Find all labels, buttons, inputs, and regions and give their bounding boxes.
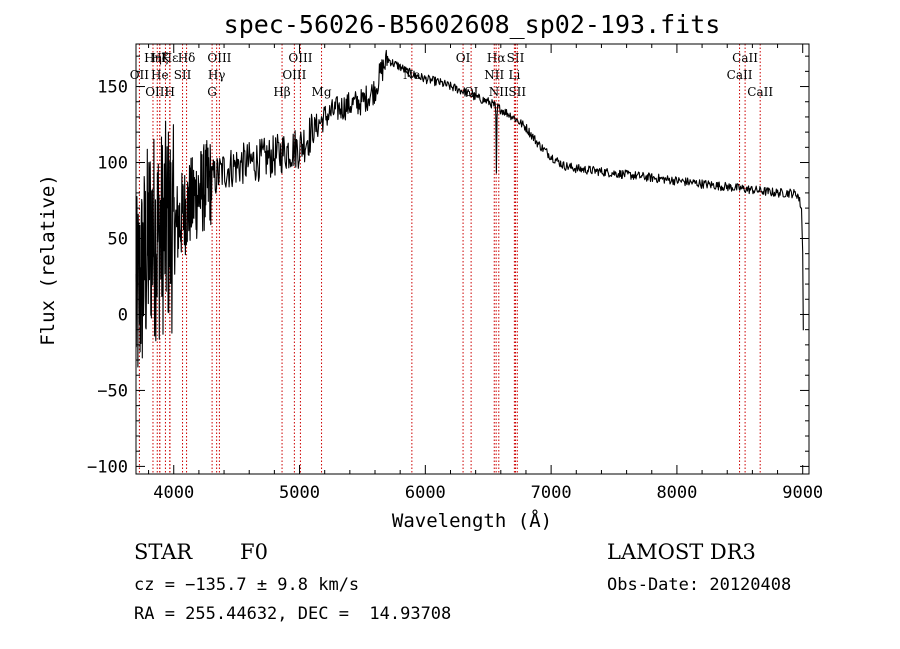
line-marker-label: Hβ — [273, 85, 290, 99]
line-marker-label: OIII — [145, 85, 169, 99]
line-marker-label: K — [161, 51, 171, 65]
line-marker-label: Hγ — [208, 68, 226, 82]
survey-name: LAMOST DR3 — [607, 540, 756, 564]
x-tick-label: 5000 — [279, 483, 320, 503]
sky-coordinates: RA = 255.44632, DEC = 14.93708 — [134, 604, 452, 624]
x-tick-label: 7000 — [531, 483, 572, 503]
line-marker-label: NII — [489, 85, 509, 99]
line-marker-label: OI — [456, 51, 471, 65]
line-marker-label: SII — [508, 85, 526, 99]
line-marker-label: Mg — [312, 85, 332, 99]
y-tick-label: 150 — [97, 78, 128, 98]
line-marker-label: Li — [508, 68, 520, 82]
line-marker-label: OIII — [288, 51, 312, 65]
line-marker-label: Hδ — [178, 51, 196, 65]
line-marker-label: SII — [507, 51, 525, 65]
chart-title: spec-56026-B5602608_sp02-193.fits — [224, 10, 721, 39]
y-tick-label: 100 — [97, 154, 128, 174]
x-tick-label: 9000 — [782, 483, 823, 503]
plot-frame — [135, 43, 810, 475]
line-marker-label: SII — [174, 68, 192, 82]
y-tick-label: −100 — [87, 457, 128, 477]
y-axis-label: Flux (relative) — [37, 174, 59, 346]
axis-ticks: 4000 5000 6000 7000 8000 9000 −100 −50 0 50 100 150 — [87, 44, 823, 503]
line-marker-label: CaII — [727, 68, 753, 82]
spectrum-line — [135, 49, 804, 368]
y-tick-label: 0 — [118, 305, 128, 325]
line-marker-label: He — [151, 68, 169, 82]
line-marker-label: NII — [484, 68, 504, 82]
x-axis-label: Wavelength (Å) — [392, 509, 552, 532]
line-marker-label: G — [207, 85, 217, 99]
x-tick-label: 6000 — [405, 483, 446, 503]
line-marker-label: OII — [130, 68, 150, 82]
line-marker-label: CaII — [732, 51, 758, 65]
line-marker-label: OIII — [282, 68, 306, 82]
y-tick-label: 50 — [108, 229, 128, 249]
observation-date: Obs-Date: 20120408 — [607, 575, 792, 595]
line-marker-label: Hα — [487, 51, 506, 65]
x-tick-label: 4000 — [153, 483, 194, 503]
object-class: STAR — [134, 540, 193, 564]
line-marker-label: CaII — [747, 85, 773, 99]
redshift-velocity: cz = −135.7 ± 9.8 km/s — [134, 575, 360, 595]
line-marker-label: H — [164, 85, 174, 99]
spectral-subclass: F0 — [240, 540, 268, 564]
y-tick-label: −50 — [97, 381, 128, 401]
x-tick-label: 8000 — [656, 483, 697, 503]
line-marker-label: OIII — [207, 51, 231, 65]
